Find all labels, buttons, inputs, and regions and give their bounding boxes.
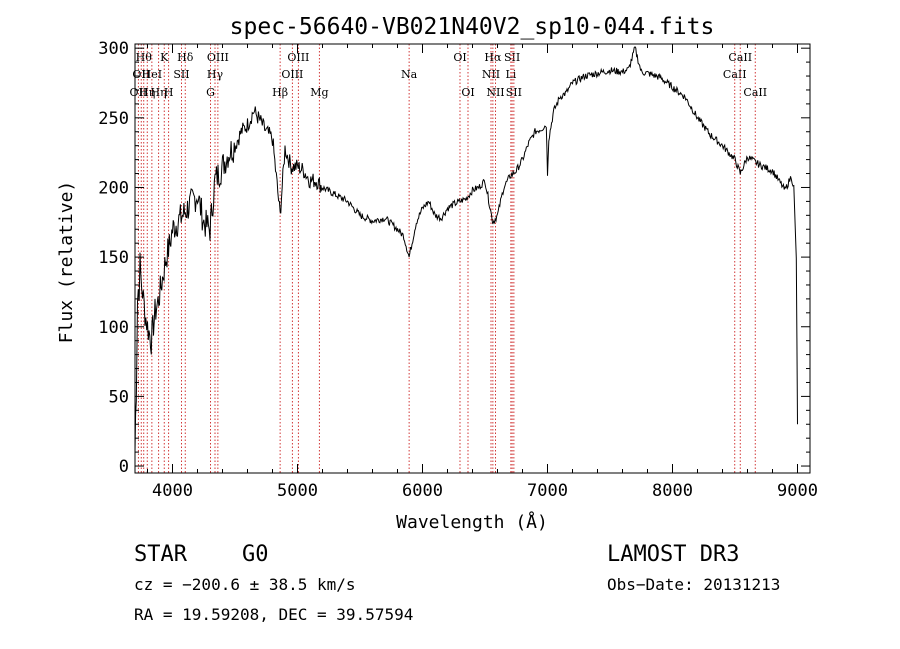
marker-label: Mg xyxy=(310,86,328,99)
marker-label: Hη xyxy=(139,86,155,99)
y-tick-label: 50 xyxy=(109,387,129,407)
marker-label: NII xyxy=(482,68,500,81)
marker-label: Hβ xyxy=(272,86,288,99)
marker-label: OII xyxy=(130,86,148,99)
x-tick-label: 7000 xyxy=(527,481,568,501)
line-markers: OII OII Hθ Hη HeI Hη K H SII Hδ G Hγ OIII Hβ OIII OIII M… xyxy=(130,44,767,473)
spectrum-line xyxy=(134,46,798,453)
marker-label: SII xyxy=(504,51,520,64)
y-tick-label: 250 xyxy=(98,109,129,129)
marker-label: G xyxy=(206,86,215,99)
marker-label: OI xyxy=(461,86,474,99)
plot-frame xyxy=(134,43,811,474)
marker-label: Hα xyxy=(484,51,502,64)
marker-label: NII xyxy=(486,86,504,99)
survey-label: LAMOST DR3 xyxy=(607,542,739,567)
marker-label: OIII xyxy=(281,68,303,81)
y-tick-label: 200 xyxy=(98,178,129,198)
marker-label: H xyxy=(164,86,174,99)
obs-date-label: Obs−Date: 20131213 xyxy=(607,575,780,594)
marker-label: K xyxy=(160,51,169,64)
marker-label: Hθ xyxy=(136,51,153,64)
x-tick-label: 8000 xyxy=(652,481,693,501)
x-tick-label: 9000 xyxy=(777,481,818,501)
marker-label: Hδ xyxy=(177,51,194,64)
marker-label: Hγ xyxy=(207,68,224,81)
y-axis-label: Flux (relative) xyxy=(56,181,77,344)
marker-label: SII xyxy=(173,68,189,81)
x-axis-label: Wavelength (Å) xyxy=(396,511,548,533)
marker-label: OIII xyxy=(207,51,229,64)
coordinates-label: RA = 19.59208, DEC = 39.57594 xyxy=(134,605,413,624)
y-tick-label: 0 xyxy=(119,457,129,477)
marker-label: Na xyxy=(401,68,418,81)
chart-title: spec-56640-VB021N40V2_sp10-044.fits xyxy=(230,14,715,40)
marker-label: CaII xyxy=(728,51,752,64)
marker-label: CaII xyxy=(743,86,767,99)
y-axis: 0 50 100 150 200 250 300 xyxy=(98,39,810,477)
marker-label: OII xyxy=(132,68,150,81)
marker-label: HeI xyxy=(142,68,162,81)
object-subclass: G0 xyxy=(242,542,269,567)
marker-label: CaII xyxy=(723,68,747,81)
redshift-label: cz = −200.6 ± 38.5 km/s xyxy=(134,575,356,594)
y-tick-label: 100 xyxy=(98,318,129,338)
x-axis: 4000 5000 6000 7000 8000 9000 xyxy=(147,44,818,501)
x-tick-label: 4000 xyxy=(152,481,193,501)
x-tick-label: 5000 xyxy=(277,481,318,501)
marker-label: OI xyxy=(453,51,466,64)
y-tick-label: 150 xyxy=(98,248,129,268)
marker-label: SII xyxy=(506,86,522,99)
y-tick-label: 300 xyxy=(98,39,129,59)
marker-label: Li xyxy=(505,68,516,81)
x-tick-label: 6000 xyxy=(402,481,443,501)
marker-label: Hη xyxy=(151,86,167,99)
object-class: STAR xyxy=(134,542,188,567)
marker-label: OIII xyxy=(287,51,309,64)
